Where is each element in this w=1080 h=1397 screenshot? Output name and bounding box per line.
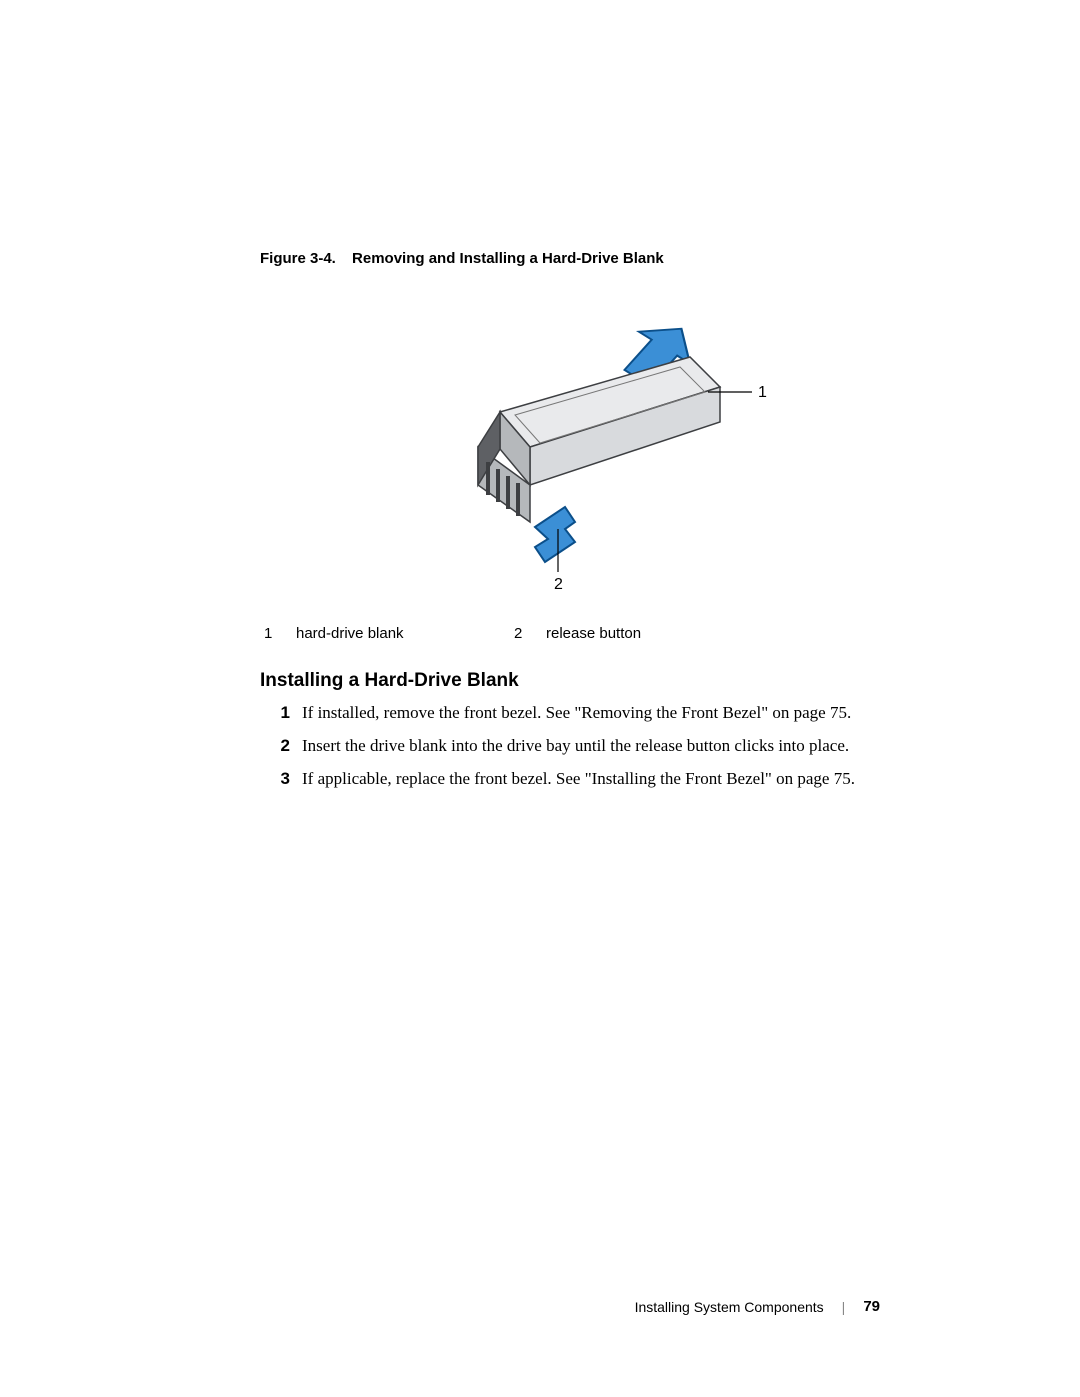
legend-item: 2 release button [514,625,641,642]
step-item: 3 If applicable, replace the front bezel… [260,768,880,791]
legend-text: release button [546,625,641,642]
step-item: 2 Insert the drive blank into the drive … [260,735,880,758]
figure-title: Removing and Installing a Hard-Drive Bla… [352,250,664,267]
document-page: Figure 3-4. Removing and Installing a Ha… [0,0,1080,1397]
legend-num: 2 [514,625,546,642]
section-heading: Installing a Hard-Drive Blank [260,670,880,692]
hard-drive-blank-diagram: 1 2 [360,297,780,597]
figure-diagram: 1 2 [260,297,880,597]
release-arrow-icon [535,507,575,562]
step-text: Insert the drive blank into the drive ba… [302,735,880,758]
footer-divider: | [842,1299,846,1315]
footer-chapter: Installing System Components [635,1299,824,1315]
page-number: 79 [863,1298,880,1315]
step-number: 2 [260,735,290,758]
step-number: 3 [260,768,290,791]
step-item: 1 If installed, remove the front bezel. … [260,702,880,725]
step-number: 1 [260,702,290,725]
step-text: If applicable, replace the front bezel. … [302,768,880,791]
step-list: 1 If installed, remove the front bezel. … [260,702,880,791]
page-footer: Installing System Components | 79 [635,1298,880,1315]
legend-num: 1 [264,625,296,642]
callout-2: 2 [554,576,563,593]
step-text: If installed, remove the front bezel. Se… [302,702,880,725]
legend-text: hard-drive blank [296,625,404,642]
callout-1: 1 [758,384,767,401]
figure-legend: 1 hard-drive blank 2 release button [260,625,880,642]
drive-blank-body [478,357,720,522]
figure-label: Figure 3-4. [260,250,336,267]
figure-caption: Figure 3-4. Removing and Installing a Ha… [260,250,880,267]
legend-item: 1 hard-drive blank [264,625,514,642]
